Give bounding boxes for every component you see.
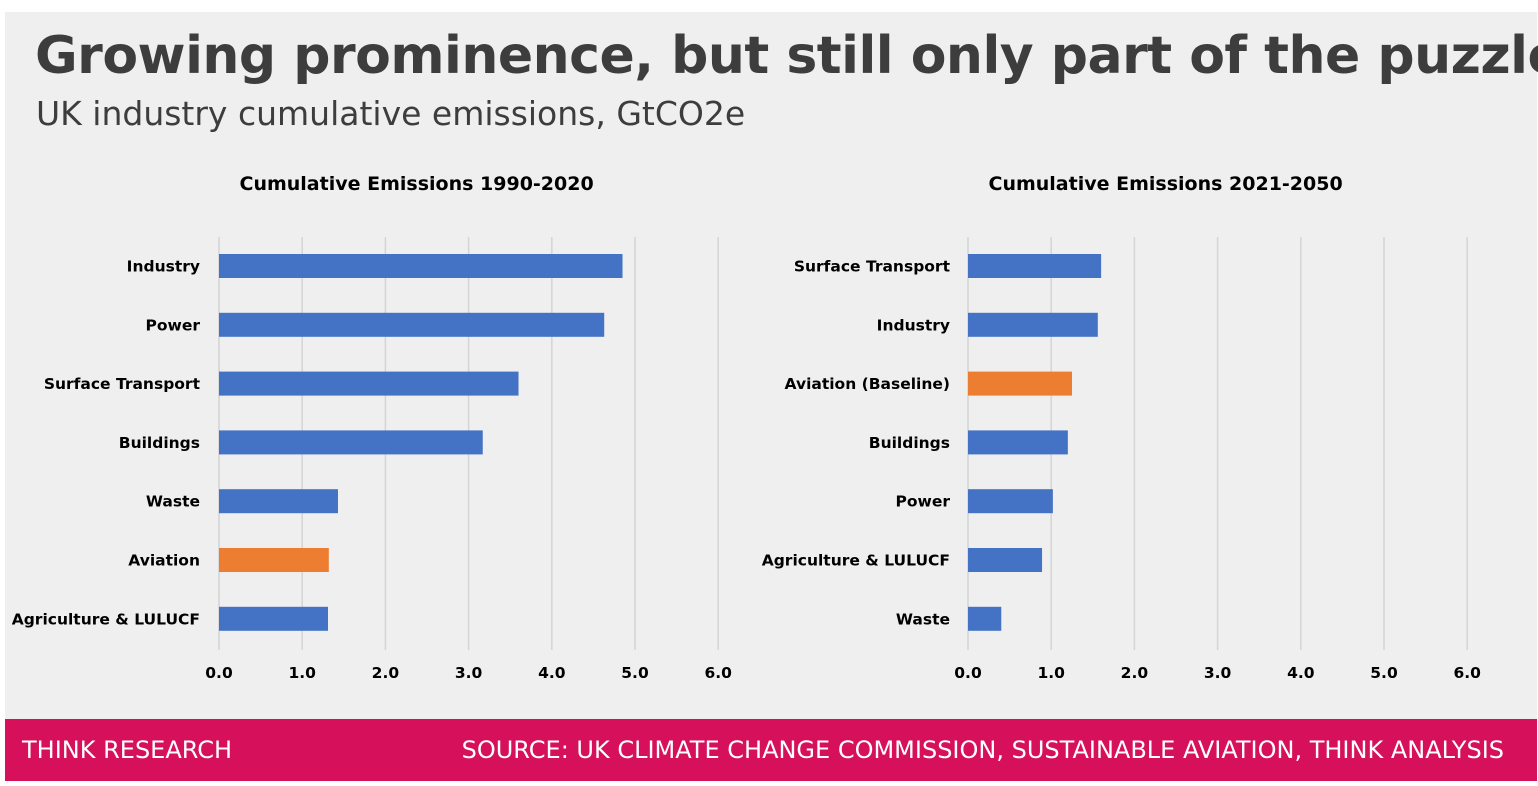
bar-waste bbox=[219, 489, 338, 514]
background-panel bbox=[5, 12, 1537, 719]
bar-surface-transport bbox=[968, 254, 1102, 278]
x-tick-label: 4.0 bbox=[538, 664, 566, 682]
category-label: Buildings bbox=[869, 434, 950, 452]
chart-title: Cumulative Emissions 1990-2020 bbox=[240, 173, 594, 195]
bar-surface-transport bbox=[219, 371, 519, 396]
bar-power bbox=[968, 489, 1053, 514]
bar-industry bbox=[219, 254, 623, 278]
category-label: Industry bbox=[127, 258, 200, 276]
x-tick-label: 4.0 bbox=[1287, 664, 1315, 682]
page-subtitle: UK industry cumulative emissions, GtCO2e bbox=[36, 94, 746, 133]
x-tick-label: 5.0 bbox=[621, 664, 649, 682]
page-title: Growing prominence, but still only part … bbox=[35, 26, 1538, 86]
bar-power bbox=[219, 312, 605, 337]
footer-brand: THINK RESEARCH bbox=[22, 736, 233, 764]
bar-buildings bbox=[968, 430, 1068, 455]
x-tick-label: 2.0 bbox=[372, 664, 400, 682]
x-tick-label: 5.0 bbox=[1370, 664, 1398, 682]
category-label: Surface Transport bbox=[44, 375, 201, 393]
x-tick-label: 6.0 bbox=[704, 664, 732, 682]
bar-agriculture-lulucf bbox=[219, 606, 328, 631]
footer-bar: THINK RESEARCH SOURCE: UK CLIMATE CHANGE… bbox=[5, 719, 1537, 781]
footer-source: SOURCE: UK CLIMATE CHANGE COMMISSION, SU… bbox=[461, 736, 1504, 764]
x-tick-label: 6.0 bbox=[1453, 664, 1481, 682]
category-label: Power bbox=[146, 316, 201, 334]
chart-cumulative-2021-2050: Cumulative Emissions 2021-2050 0.0 1.0 2.0 3… bbox=[762, 173, 1481, 682]
x-tick-label: 3.0 bbox=[455, 664, 483, 682]
category-label: Aviation bbox=[128, 552, 200, 570]
x-tick-label: 1.0 bbox=[1037, 664, 1065, 682]
x-tick-label: 0.0 bbox=[205, 664, 233, 682]
category-label: Agriculture & LULUCF bbox=[762, 552, 950, 570]
category-label: Waste bbox=[896, 610, 950, 628]
bar-aviation bbox=[219, 548, 329, 572]
category-label: Power bbox=[896, 493, 951, 511]
chart-cumulative-1990-2020: Cumulative Emissions 1990-2020 0.0 1.0 2.0 3… bbox=[12, 173, 732, 682]
x-tick-label: 1.0 bbox=[288, 664, 316, 682]
bar-industry bbox=[968, 312, 1098, 337]
chart-title: Cumulative Emissions 2021-2050 bbox=[989, 173, 1343, 195]
x-tick-label: 0.0 bbox=[954, 664, 982, 682]
category-label: Surface Transport bbox=[794, 258, 951, 276]
category-label: Aviation (Baseline) bbox=[785, 375, 950, 393]
bar-buildings bbox=[219, 430, 483, 455]
bar-aviation-baseline bbox=[968, 371, 1072, 396]
bar-agriculture-lulucf bbox=[968, 548, 1043, 572]
category-label: Waste bbox=[146, 493, 200, 511]
bar-waste bbox=[968, 606, 1002, 631]
category-label: Industry bbox=[877, 316, 950, 334]
category-label: Buildings bbox=[119, 434, 200, 452]
x-tick-label: 3.0 bbox=[1204, 664, 1232, 682]
category-label: Agriculture & LULUCF bbox=[12, 610, 200, 628]
x-tick-label: 2.0 bbox=[1121, 664, 1149, 682]
